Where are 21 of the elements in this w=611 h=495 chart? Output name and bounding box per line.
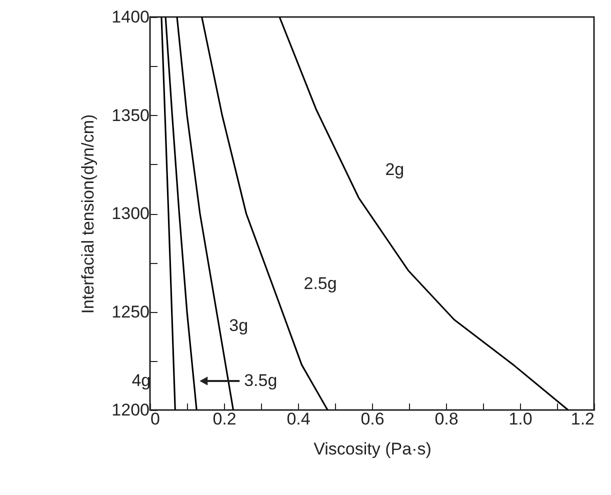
line-series bbox=[164, 17, 198, 410]
series-label: 2g bbox=[385, 160, 404, 179]
x-tick-label: 0.6 bbox=[360, 410, 384, 428]
x-tick-label: 1.0 bbox=[508, 410, 532, 428]
x-tick-label: 0.4 bbox=[286, 410, 310, 428]
y-axis-title: Interfacial tension(dyn/cm) bbox=[78, 114, 98, 314]
x-tick-label: 1.2 bbox=[570, 410, 594, 428]
y-tick-label: 1200 bbox=[112, 400, 150, 420]
y-tick-label: 1250 bbox=[112, 302, 150, 322]
series-label: 2.5g bbox=[304, 274, 337, 293]
series-label: 4g bbox=[132, 371, 151, 390]
series-label: 3g bbox=[229, 316, 248, 335]
x-tick-label: 0.2 bbox=[212, 410, 236, 428]
x-axis-title: Viscosity (Pa·s) bbox=[314, 440, 432, 458]
y-tick-label: 1400 bbox=[112, 8, 150, 26]
y-tick-label: 1350 bbox=[112, 106, 150, 125]
x-tick-label: 0 bbox=[150, 410, 160, 428]
y-tick-label: 1300 bbox=[112, 204, 150, 223]
annotation: 3.5g bbox=[244, 371, 278, 390]
line-series bbox=[278, 17, 569, 410]
x-tick-label: 0.8 bbox=[434, 410, 458, 428]
